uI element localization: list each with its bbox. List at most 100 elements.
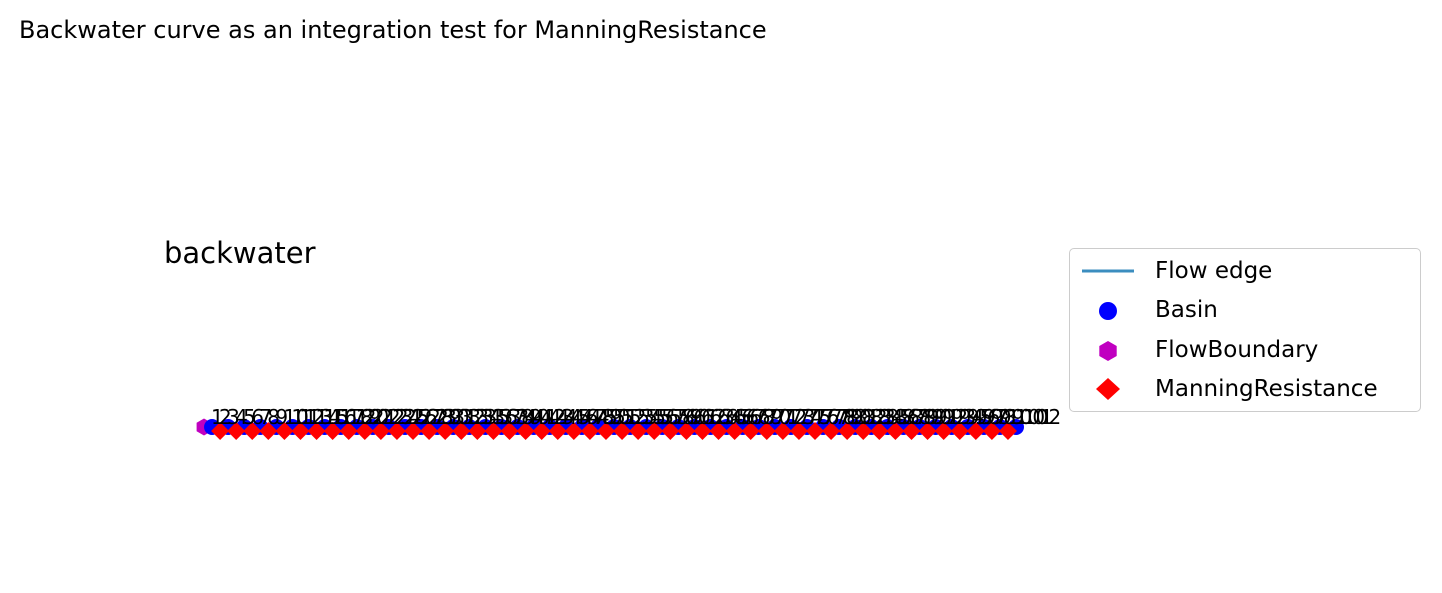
node-label: 13 xyxy=(307,405,332,429)
node-label: 70 xyxy=(766,405,791,429)
manningresistance-node xyxy=(211,422,230,440)
node-label: 55 xyxy=(645,405,670,429)
node-label: 90 xyxy=(927,405,952,429)
node-label: 53 xyxy=(629,405,654,429)
node-label: 98 xyxy=(991,405,1016,429)
manningresistance-node xyxy=(387,422,406,440)
node-label: 49 xyxy=(597,405,622,429)
node-label: 44 xyxy=(557,405,582,429)
manningresistance-node xyxy=(886,422,905,440)
node-label: 19 xyxy=(356,405,381,429)
node-label: 68 xyxy=(750,405,775,429)
node-label: 12 xyxy=(299,405,324,429)
manningresistance-node xyxy=(596,422,615,440)
manningresistance-node xyxy=(484,422,503,440)
node-label: 6 xyxy=(251,405,264,429)
legend-item-basin: Basin xyxy=(1070,293,1420,327)
node-label: 48 xyxy=(589,405,614,429)
node-label: 10 xyxy=(283,405,308,429)
node-label: 46 xyxy=(573,405,598,429)
node-label: 64 xyxy=(717,405,742,429)
manningresistance-node xyxy=(741,422,760,440)
node-label: 87 xyxy=(902,405,927,429)
node-label: 78 xyxy=(830,405,855,429)
legend-label: Flow edge xyxy=(1155,258,1273,284)
node-label: 99 xyxy=(999,405,1024,429)
legend-item-manningresistance: ManningResistance xyxy=(1070,372,1420,406)
manningresistance-node xyxy=(950,422,969,440)
node-label: 57 xyxy=(661,405,686,429)
node-label: 92 xyxy=(943,405,968,429)
manningresistance-node xyxy=(918,422,937,440)
node-label: 51 xyxy=(613,405,638,429)
node-label: 3 xyxy=(227,405,240,429)
node-label: 101 xyxy=(1015,405,1053,429)
node-label: 58 xyxy=(669,405,694,429)
manningresistance-node xyxy=(822,422,841,440)
node-label: 9 xyxy=(275,405,288,429)
node-label: 62 xyxy=(701,405,726,429)
node-label: 38 xyxy=(508,405,533,429)
node-label: 82 xyxy=(862,405,887,429)
manningresistance-node xyxy=(629,422,648,440)
node-label: 61 xyxy=(693,405,718,429)
node-label: 84 xyxy=(878,405,903,429)
legend-label: FlowBoundary xyxy=(1155,337,1319,363)
node-label: 5 xyxy=(243,405,256,429)
node-label: 69 xyxy=(758,405,783,429)
manningresistance-node xyxy=(661,422,680,440)
node-label: 37 xyxy=(500,405,525,429)
node-label: 60 xyxy=(685,405,710,429)
node-label: 71 xyxy=(774,405,799,429)
node-label: 20 xyxy=(364,405,389,429)
manningresistance-node xyxy=(806,422,825,440)
manningresistance-node xyxy=(870,422,889,440)
manningresistance-node xyxy=(613,422,632,440)
figure-suptitle: Backwater curve as an integration test f… xyxy=(19,16,767,44)
node-label: 42 xyxy=(541,405,566,429)
node-label: 26 xyxy=(412,405,437,429)
manningresistance-node xyxy=(902,422,921,440)
node-label: 18 xyxy=(348,405,373,429)
manningresistance-node xyxy=(355,422,374,440)
manningresistance-node xyxy=(307,422,326,440)
manningresistance-node xyxy=(227,422,246,440)
manningresistance-node xyxy=(773,422,792,440)
node-label: 14 xyxy=(316,405,341,429)
legend: Flow edge Basin FlowBoundary ManningResi… xyxy=(1069,248,1421,412)
node-label: 52 xyxy=(621,405,646,429)
node-label: 80 xyxy=(846,405,871,429)
legend-item-flowboundary: FlowBoundary xyxy=(1070,333,1420,367)
circle-icon xyxy=(1099,302,1117,320)
manningresistance-node xyxy=(500,422,519,440)
node-label: 32 xyxy=(460,405,485,429)
node-label: 75 xyxy=(806,405,831,429)
manningresistance-node xyxy=(468,422,487,440)
legend-label: ManningResistance xyxy=(1155,376,1378,402)
labels-layer: 1234567891011121314151617181920212223242… xyxy=(211,405,1061,429)
manningresistance-node xyxy=(371,422,390,440)
node-label: 56 xyxy=(653,405,678,429)
node-label: 29 xyxy=(436,405,461,429)
node-label: 35 xyxy=(484,405,509,429)
node-label: 94 xyxy=(959,405,984,429)
node-label: 91 xyxy=(935,405,960,429)
node-label: 83 xyxy=(870,405,895,429)
manningresistance-node xyxy=(934,422,953,440)
node-label: 66 xyxy=(734,405,759,429)
node-label: 43 xyxy=(549,405,574,429)
node-label: 73 xyxy=(790,405,815,429)
node-label: 54 xyxy=(637,405,662,429)
node-label: 96 xyxy=(975,405,1000,429)
node-label: 95 xyxy=(967,405,992,429)
node-label: 40 xyxy=(525,405,550,429)
node-label: 59 xyxy=(677,405,702,429)
axes-title: backwater xyxy=(164,236,316,270)
node-label: 27 xyxy=(420,405,445,429)
manningresistance-node xyxy=(838,422,857,440)
node-label: 15 xyxy=(324,405,349,429)
manningresistance-node xyxy=(420,422,439,440)
node-label: 81 xyxy=(854,405,879,429)
node-label: 21 xyxy=(372,405,397,429)
manningresistance-node xyxy=(548,422,567,440)
